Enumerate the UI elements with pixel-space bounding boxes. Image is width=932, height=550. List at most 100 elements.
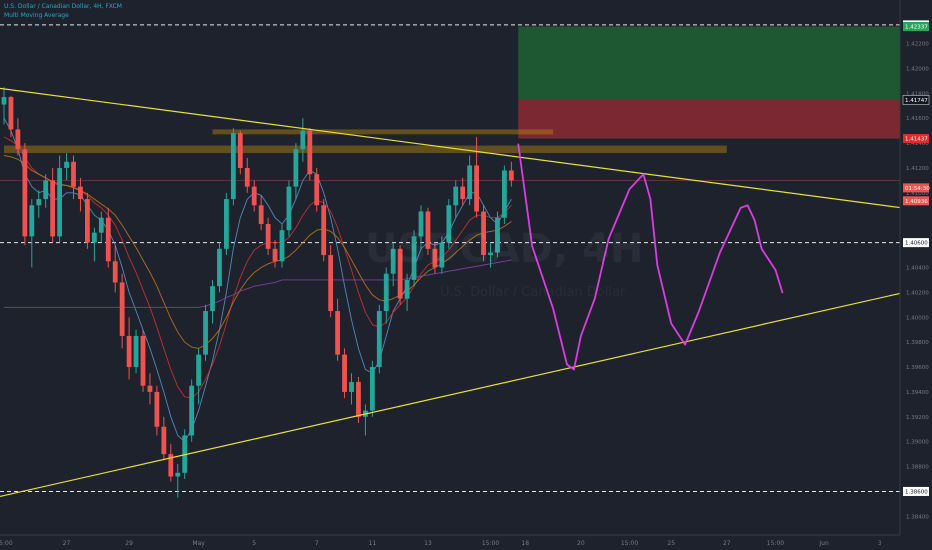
time-tick-label: 20 (577, 540, 585, 547)
candle-body (196, 354, 201, 386)
candle-body (22, 149, 28, 237)
price-label-text: 1.40600 (905, 241, 928, 247)
time-tick-label: 18 (521, 540, 529, 547)
candle-body (15, 129, 21, 150)
chart-title: U.S. Dollar / Canadian Dollar, 4H, FXCM (4, 3, 122, 10)
candle-body (161, 426, 167, 455)
resistance-zone (212, 129, 554, 135)
candle-body (237, 133, 243, 168)
candle-body (439, 242, 445, 268)
candle-body (105, 217, 111, 262)
price-tick-label: 1.39200 (906, 415, 929, 421)
candle-body (85, 199, 90, 243)
candle-body (126, 335, 132, 368)
candle-body (43, 180, 49, 200)
candle-body (8, 97, 14, 130)
price-label-text: 1.41747 (905, 98, 928, 104)
price-label-text: 1.41437 (905, 136, 928, 142)
price-tick-label: 1.42000 (906, 66, 929, 72)
price-tick-label: 1.39400 (906, 390, 929, 396)
candle-body (224, 199, 229, 249)
candle-body (432, 248, 438, 268)
price-label-box (903, 238, 929, 248)
candle-body (460, 186, 466, 200)
resistance-zone (4, 145, 727, 154)
time-tick-label: 25 (667, 540, 675, 547)
candle-body (383, 273, 389, 312)
candle-body (251, 186, 257, 206)
time-tick-label: 7 (315, 540, 319, 547)
candle-body (349, 381, 354, 392)
price-label-target: 1.42337 (903, 22, 929, 32)
price-tick-label: 1.39800 (906, 340, 929, 346)
time-tick-label: 5 (252, 540, 256, 547)
candle-body (502, 170, 507, 218)
price-label-text: 1.42337 (905, 25, 928, 31)
price-tick-label: 1.41400 (906, 141, 929, 147)
candle-body (404, 279, 410, 299)
moving-average-line (4, 259, 512, 308)
candle-body (1, 97, 7, 105)
candle-body (78, 186, 83, 200)
candle-body (36, 199, 42, 206)
position-target-zone (518, 26, 900, 100)
price-tick-label: 1.41800 (906, 91, 929, 97)
candle-body (272, 248, 278, 262)
price-tick-label: 1.40400 (906, 266, 929, 272)
price-tick-label: 1.41000 (906, 191, 929, 197)
candle-body (307, 130, 313, 175)
symbol-watermark: USDCAD, 4H (365, 226, 644, 272)
candle-body (376, 311, 382, 368)
price-tick-label: 1.39000 (906, 440, 929, 446)
candle-body (189, 385, 195, 436)
price-tick-label: 1.39600 (906, 365, 929, 371)
price-label-box (903, 196, 929, 206)
candle-body (168, 454, 174, 477)
candle-body (112, 261, 118, 283)
candle-body (98, 217, 104, 233)
candle-body (425, 211, 431, 249)
time-tick-label: 27 (63, 540, 71, 547)
price-axis-panel (900, 0, 932, 550)
candle-body (217, 248, 222, 287)
position-stop-zone (518, 99, 900, 139)
price-label-text: 1.38600 (905, 489, 928, 495)
candle-body (488, 252, 493, 256)
candle-body (210, 286, 215, 312)
candle-body (481, 211, 486, 256)
indicator-label[interactable]: Multi Moving Average (4, 12, 69, 19)
candle-body (258, 205, 264, 224)
candle-body (64, 161, 69, 168)
price-tick-label: 1.40200 (906, 290, 929, 296)
price-label-level: 1.40600 (903, 238, 929, 248)
candle-body (390, 248, 396, 274)
candle-body (154, 391, 160, 427)
candle-body (335, 311, 340, 355)
price-label-box (903, 183, 929, 193)
price-tick-label: 1.42200 (906, 42, 929, 48)
description-watermark: U.S. Dollar / Canadian Dollar (440, 285, 626, 300)
candle-body (175, 472, 181, 477)
candle-body (50, 180, 56, 237)
price-label-countdown: 01:54:30 (903, 183, 930, 193)
time-tick-label: Jun (818, 540, 829, 547)
price-label-text: 1.40936 (905, 199, 928, 205)
time-tick-label: 15:00 (482, 540, 499, 547)
price-tick-label: 1.38400 (906, 514, 929, 520)
candle-body (328, 255, 334, 312)
candle-body (119, 282, 125, 336)
candle-body (140, 335, 146, 386)
candle-body (418, 211, 424, 237)
price-label-box (903, 133, 929, 143)
price-tick-label: 1.40000 (906, 315, 929, 321)
time-tick-label: 27 (723, 540, 731, 547)
candle-body (446, 205, 452, 243)
price-label-box (903, 486, 929, 496)
candle-body (411, 236, 417, 280)
candle-body (286, 186, 292, 231)
triangle-trendline (0, 292, 901, 498)
candle-body (356, 381, 361, 417)
time-tick-label: 3 (878, 540, 882, 547)
